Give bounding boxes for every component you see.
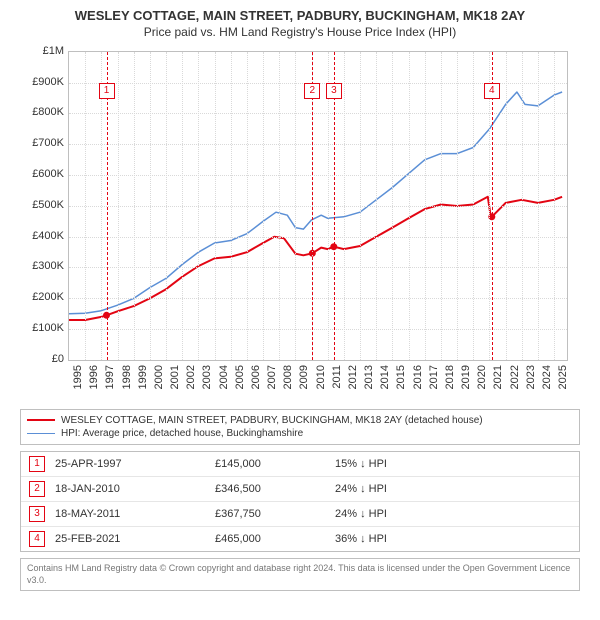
x-tick-label: 2023 (525, 365, 537, 389)
x-tick-label: 2004 (218, 365, 230, 389)
x-tick-label: 2020 (476, 365, 488, 389)
x-tick-label: 2005 (234, 365, 246, 389)
transaction-index: 4 (29, 531, 45, 547)
transaction-index: 2 (29, 481, 45, 497)
transaction-index: 3 (29, 506, 45, 522)
y-tick-label: £200K (20, 291, 64, 303)
y-tick-label: £500K (20, 199, 64, 211)
x-tick-label: 2018 (444, 365, 456, 389)
table-row: 2 18-JAN-2010 £346,500 24% ↓ HPI (21, 476, 579, 501)
event-marker-label: 1 (99, 83, 115, 99)
transaction-date: 25-APR-1997 (55, 458, 205, 470)
x-tick-label: 2011 (331, 365, 343, 389)
x-tick-label: 2013 (363, 365, 375, 389)
legend: WESLEY COTTAGE, MAIN STREET, PADBURY, BU… (20, 409, 580, 445)
legend-swatch (27, 433, 55, 434)
x-tick-label: 2009 (298, 365, 310, 389)
x-tick-label: 2010 (315, 365, 327, 389)
x-tick-label: 2006 (250, 365, 262, 389)
transaction-price: £346,500 (215, 483, 325, 495)
event-marker-label: 2 (304, 83, 320, 99)
y-tick-label: £0 (20, 353, 64, 365)
chart: 1 23 4 £0 £100K £200K £300K £400K £500K £600K £70… (20, 45, 580, 405)
legend-swatch (27, 419, 55, 421)
series-property (69, 197, 562, 320)
transactions-table: 1 25-APR-1997 £145,000 15% ↓ HPI 2 18-JAN-201… (20, 451, 580, 552)
y-tick-label: £900K (20, 76, 64, 88)
x-tick-label: 1995 (72, 365, 84, 389)
transaction-hpi-diff: 24% ↓ HPI (335, 483, 571, 495)
transaction-hpi-diff: 15% ↓ HPI (335, 458, 571, 470)
chart-title: WESLEY COTTAGE, MAIN STREET, PADBURY, BU… (10, 8, 590, 25)
x-tick-label: 1997 (104, 365, 116, 389)
x-tick-label: 2022 (509, 365, 521, 389)
transaction-price: £465,000 (215, 533, 325, 545)
y-tick-label: £100K (20, 322, 64, 334)
transaction-date: 25-FEB-2021 (55, 533, 205, 545)
legend-item: WESLEY COTTAGE, MAIN STREET, PADBURY, BU… (27, 414, 573, 427)
y-tick-label: £600K (20, 168, 64, 180)
x-tick-label: 1999 (137, 365, 149, 389)
x-tick-label: 2016 (412, 365, 424, 389)
transaction-date: 18-MAY-2011 (55, 508, 205, 520)
x-tick-label: 1996 (88, 365, 100, 389)
x-tick-label: 2012 (347, 365, 359, 389)
event-marker-label: 3 (326, 83, 342, 99)
plot-area: 1 23 4 (68, 51, 568, 361)
y-tick-label: £400K (20, 230, 64, 242)
attribution: Contains HM Land Registry data © Crown c… (20, 558, 580, 591)
y-tick-label: £300K (20, 260, 64, 272)
x-tick-label: 2025 (557, 365, 569, 389)
x-tick-label: 2024 (541, 365, 553, 389)
legend-label: HPI: Average price, detached house, Buck… (61, 428, 303, 439)
x-tick-label: 2003 (201, 365, 213, 389)
transaction-price: £367,750 (215, 508, 325, 520)
y-tick-label: £1M (20, 45, 64, 57)
x-tick-label: 2007 (266, 365, 278, 389)
y-tick-label: £800K (20, 106, 64, 118)
x-tick-label: 2000 (153, 365, 165, 389)
table-row: 3 18-MAY-2011 £367,750 24% ↓ HPI (21, 501, 579, 526)
legend-item: HPI: Average price, detached house, Buck… (27, 427, 573, 440)
x-tick-label: 2014 (379, 365, 391, 389)
table-row: 4 25-FEB-2021 £465,000 36% ↓ HPI (21, 526, 579, 551)
legend-label: WESLEY COTTAGE, MAIN STREET, PADBURY, BU… (61, 415, 483, 426)
x-tick-label: 2008 (282, 365, 294, 389)
transaction-price: £145,000 (215, 458, 325, 470)
chart-subtitle: Price paid vs. HM Land Registry's House … (10, 25, 590, 39)
y-tick-label: £700K (20, 137, 64, 149)
transaction-index: 1 (29, 456, 45, 472)
x-tick-label: 2002 (185, 365, 197, 389)
transaction-hpi-diff: 24% ↓ HPI (335, 508, 571, 520)
x-tick-label: 2001 (169, 365, 181, 389)
x-tick-label: 2015 (395, 365, 407, 389)
x-tick-label: 2017 (428, 365, 440, 389)
transaction-date: 18-JAN-2010 (55, 483, 205, 495)
transaction-hpi-diff: 36% ↓ HPI (335, 533, 571, 545)
x-tick-label: 2019 (460, 365, 472, 389)
x-tick-label: 1998 (121, 365, 133, 389)
event-marker-label: 4 (484, 83, 500, 99)
table-row: 1 25-APR-1997 £145,000 15% ↓ HPI (21, 452, 579, 476)
x-tick-label: 2021 (492, 365, 504, 389)
